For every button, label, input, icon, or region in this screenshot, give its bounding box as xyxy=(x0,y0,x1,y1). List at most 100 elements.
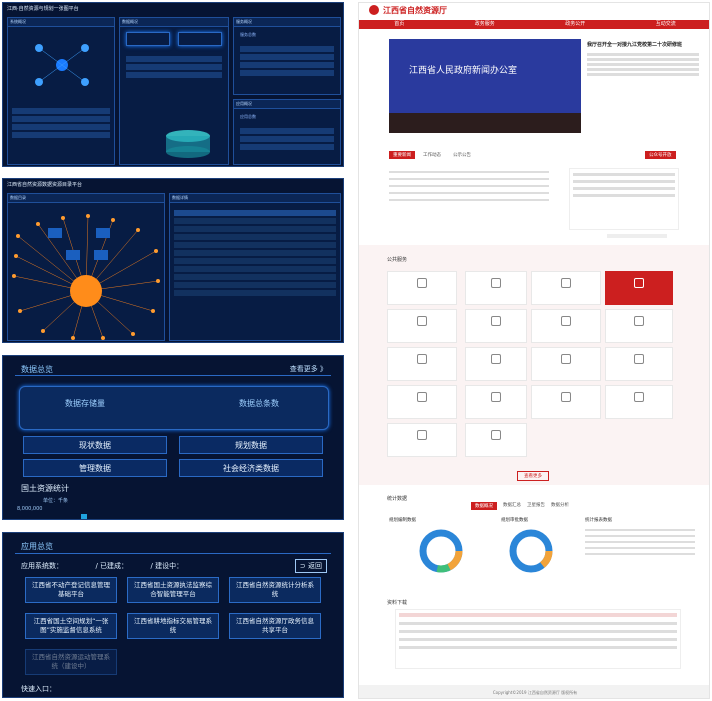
nav-service[interactable]: 政务服务 xyxy=(474,21,495,27)
app-card-2[interactable]: 江西省自然资源统计分析系统 xyxy=(229,577,321,603)
service-tile[interactable] xyxy=(531,271,601,305)
service-tile[interactable] xyxy=(465,385,527,419)
service-icon xyxy=(634,354,644,364)
stats-title: 统计数据 xyxy=(387,496,408,502)
service-icon xyxy=(491,316,501,326)
service-icon xyxy=(417,316,427,326)
service-icon xyxy=(491,354,501,364)
cylinder-chart xyxy=(166,130,210,158)
service-tile[interactable] xyxy=(465,423,527,457)
built-label: 已建成： xyxy=(100,562,129,570)
donut-charts xyxy=(419,529,553,573)
service-icon xyxy=(561,354,571,364)
tab-important-news[interactable]: 重要新闻 xyxy=(389,151,415,159)
service-tile[interactable] xyxy=(605,347,673,381)
service-tile[interactable] xyxy=(387,347,457,381)
service-tile[interactable] xyxy=(387,309,457,343)
side-action-button[interactable]: 公众号开放 xyxy=(645,151,676,159)
storage-stat-label: 数据存储量 xyxy=(65,399,105,408)
app-card-3[interactable]: 江西省国土空间规划“一张图”实施监督信息系统 xyxy=(25,613,117,639)
app-total-label: 应用总数 xyxy=(240,114,256,119)
stats-label-0: 规划编制数据 xyxy=(389,518,416,523)
app-card-5[interactable]: 江西省自然资源厅政务信息共享平台 xyxy=(229,613,321,639)
main-nav: 首页 政务服务 政务公开 互动交流 xyxy=(359,20,709,29)
stats-tab-0[interactable]: 数据概况 xyxy=(471,502,497,510)
stats-tab-1[interactable]: 数据汇总 xyxy=(503,503,521,508)
service-icon xyxy=(561,316,571,326)
pager[interactable] xyxy=(607,234,667,238)
system-overview-title: 系统概况 xyxy=(8,18,114,27)
service-icon xyxy=(417,278,427,288)
service-tile[interactable] xyxy=(465,271,527,305)
unit-label: 单位：千条 xyxy=(43,498,69,504)
view-more-link[interactable]: 查看更多 》 xyxy=(289,365,327,373)
back-button[interactable]: ⊃ 返回 xyxy=(294,559,327,573)
news-headline[interactable]: 我厅召开全一对接九江党校第二十次研修班 xyxy=(587,42,683,48)
nav-home[interactable]: 首页 xyxy=(394,21,405,27)
portal-header: 江西省自然资源厅 xyxy=(359,3,709,17)
storage-stat-card xyxy=(19,386,329,430)
planning-data-button[interactable]: 规划数据 xyxy=(179,436,323,454)
catalog-table-title: 数据详情 xyxy=(170,194,340,203)
service-tile[interactable] xyxy=(531,347,601,381)
service-icon xyxy=(491,278,501,288)
back-label: 返回 xyxy=(308,562,322,570)
service-overview-title: 服务概况 xyxy=(234,18,340,27)
download-table xyxy=(395,609,681,669)
app-card-1[interactable]: 江西省国土资源执法监察综合智能管理平台 xyxy=(127,577,219,603)
service-icon xyxy=(417,392,427,402)
services-more-button[interactable]: 查看更多 xyxy=(517,471,549,481)
service-icon xyxy=(561,278,571,288)
site-name: 江西省自然资源厅 xyxy=(383,6,447,15)
service-tile[interactable] xyxy=(387,271,457,305)
dashboard-panel-catalog: 江西省自然资源数据资源目录平台 数据目录 数据详情 xyxy=(2,178,344,343)
service-tile[interactable] xyxy=(387,423,457,457)
stats-tab-2[interactable]: 卫星报告 xyxy=(527,503,545,508)
app-card-4[interactable]: 江西省耕地指标交易管理系统 xyxy=(127,613,219,639)
data-overview-title: 数据概况 xyxy=(120,18,228,27)
service-tile[interactable] xyxy=(465,309,527,343)
quick-entry-label: 快速入口： xyxy=(21,685,56,693)
service-icon xyxy=(417,354,427,364)
service-total-label: 服务总数 xyxy=(240,32,256,37)
records-stat-label: 数据总条数 xyxy=(239,399,279,408)
service-tile[interactable] xyxy=(605,385,673,419)
management-data-button[interactable]: 管理数据 xyxy=(23,459,167,477)
nav-interact[interactable]: 互动交流 xyxy=(655,21,676,27)
service-tile[interactable] xyxy=(605,309,673,343)
app-card-6[interactable]: 江西省自然资源运动管理系统（建设中） xyxy=(25,649,117,675)
catalog-table-panel: 数据详情 xyxy=(169,193,341,341)
service-icon xyxy=(561,392,571,402)
service-tile[interactable] xyxy=(387,385,457,419)
service-icon xyxy=(417,430,427,440)
tab-notice[interactable]: 公示公告 xyxy=(453,153,471,158)
app-overview-panel: 应用概况 应用总数 xyxy=(233,99,341,165)
current-data-button[interactable]: 现状数据 xyxy=(23,436,167,454)
service-tile[interactable] xyxy=(531,385,601,419)
service-icon xyxy=(491,392,501,402)
land-stats-heading: 国土资源统计 xyxy=(21,484,69,493)
nav-public[interactable]: 政务公开 xyxy=(565,21,586,27)
building-label: 建设中： xyxy=(155,562,184,570)
footer: Copyright©2019 江西省自然资源厅 版权所有 xyxy=(359,685,709,698)
catalog-title: 江西省自然资源数据资源目录平台 xyxy=(7,182,83,188)
tab-work[interactable]: 工作动态 xyxy=(423,153,441,158)
service-tile[interactable] xyxy=(531,309,601,343)
economic-data-button[interactable]: 社会经济类数据 xyxy=(179,459,323,477)
app-overview-screen: 应用总览 应用系统数： / 已建成： / 建设中： ⊃ 返回 江西省不动产登记信… xyxy=(2,532,344,698)
download-title: 资料下载 xyxy=(387,600,408,606)
stats-label-1: 规划审批数据 xyxy=(501,518,528,523)
data-overview-panel: 数据概况 xyxy=(119,17,229,165)
stats-tab-3[interactable]: 数据分析 xyxy=(551,503,569,508)
data-overview-heading: 数据总览 xyxy=(21,365,53,374)
side-table xyxy=(569,168,679,230)
service-icon xyxy=(634,316,644,326)
stats-label-2: 统计报表数据 xyxy=(585,518,612,523)
news-banner[interactable]: 江西省人民政府新闻办公室 xyxy=(389,39,581,133)
radial-network-graph xyxy=(12,214,160,340)
dashboard-title: 江西·自然资源与规划一张图平台 xyxy=(7,6,79,12)
app-card-0[interactable]: 江西省不动产登记信息管理基础平台 xyxy=(25,577,117,603)
app-overview-title: 应用概况 xyxy=(234,100,340,109)
service-tile[interactable] xyxy=(605,271,673,305)
service-tile[interactable] xyxy=(465,347,527,381)
